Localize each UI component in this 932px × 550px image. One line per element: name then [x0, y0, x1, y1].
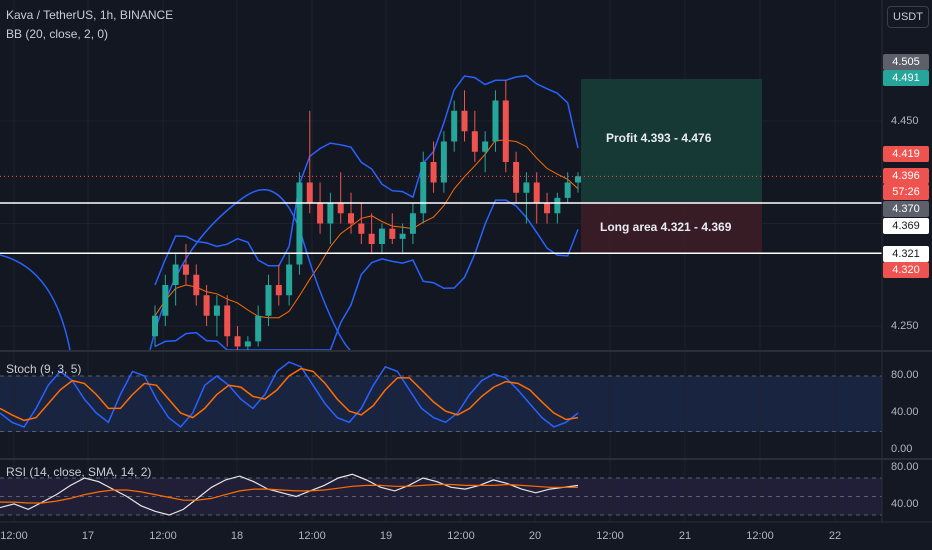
candle-body — [482, 141, 489, 152]
time-tick: 21 — [678, 530, 692, 542]
profit-zone-label: Profit 4.393 - 4.476 — [606, 131, 712, 145]
candle-body — [554, 197, 561, 214]
candle-body — [358, 223, 365, 234]
candle-body — [409, 213, 416, 234]
bb-lower-line — [154, 199, 579, 351]
time-tick: 12:00 — [149, 530, 177, 542]
stoch-tick: 0.00 — [891, 443, 913, 455]
stoch-tick: 80.00 — [891, 369, 919, 381]
candle-body — [244, 341, 251, 347]
candle-body — [440, 141, 447, 183]
bb-upper-line — [149, 188, 351, 351]
candle-body — [327, 203, 334, 224]
candle-body — [296, 182, 303, 265]
bb-upper-line — [154, 74, 579, 286]
time-tick: 22 — [828, 530, 842, 542]
stoch-lines — [0, 361, 882, 432]
price-box-high: 4.505 — [883, 54, 929, 70]
price-tick: 4.250 — [891, 320, 919, 332]
price-box-long-top: 4.369 — [883, 218, 929, 234]
candle-body — [420, 162, 427, 214]
price-box-long-bottom: 4.321 — [883, 246, 929, 262]
candle-body — [255, 315, 262, 342]
stoch-d-line — [0, 367, 579, 422]
candle-body — [172, 264, 179, 285]
time-tick: 12:00 — [0, 530, 28, 542]
candle-body — [575, 176, 581, 183]
candle-body — [234, 336, 241, 347]
candle-body — [461, 110, 468, 132]
candle-body — [368, 233, 375, 244]
candle-body — [399, 233, 406, 239]
stoch-tick: 40.00 — [891, 406, 919, 418]
candle-body — [389, 228, 396, 239]
candle-body — [162, 285, 169, 316]
time-tick: 12:00 — [746, 530, 774, 542]
candle-body — [451, 110, 458, 142]
candle-body — [471, 131, 478, 152]
long-area-label: Long area 4.321 - 4.369 — [600, 220, 732, 234]
rsi-tick: 80.00 — [891, 461, 919, 473]
time-tick: 19 — [379, 530, 393, 542]
candle-body — [513, 162, 520, 193]
candles-group — [152, 80, 581, 350]
candle-body — [193, 274, 200, 296]
rsi-indicator-label[interactable]: RSI (14, close, SMA, 14, 2) — [6, 465, 152, 479]
time-tick: 20 — [528, 530, 542, 542]
bb-indicator-label[interactable]: BB (20, close, 2, 0) — [6, 27, 109, 41]
candle-body — [224, 305, 231, 337]
candle-body — [182, 264, 189, 275]
bb-upper-line — [0, 254, 71, 351]
countdown-box: 57:26 — [883, 184, 929, 200]
time-tick: 12:00 — [447, 530, 475, 542]
time-tick: 17 — [81, 530, 95, 542]
time-tick: 12:00 — [298, 530, 326, 542]
candle-body — [502, 100, 509, 162]
candle-body — [378, 228, 385, 244]
candle-body — [523, 182, 530, 193]
stoch-k-line — [0, 361, 579, 428]
candle-body — [265, 285, 272, 316]
price-box-stop: 4.320 — [883, 262, 929, 278]
price-box-bb-upper: 4.419 — [883, 146, 929, 162]
candle-body — [544, 203, 551, 214]
stoch-indicator-label[interactable]: Stoch (9, 3, 5) — [6, 362, 82, 376]
candle-body — [152, 315, 158, 337]
candle-body — [286, 264, 293, 296]
long-area-zone — [581, 203, 762, 254]
profit-zone — [581, 78, 762, 203]
stoch-band — [0, 376, 882, 432]
candle-body — [492, 100, 499, 142]
candle-body — [564, 182, 571, 198]
symbol-title[interactable]: Kava / TetherUS, 1h, BINANCE — [6, 8, 174, 22]
trade-zones — [581, 78, 762, 254]
time-tick: 12:00 — [596, 530, 624, 542]
currency-button[interactable]: USDT — [887, 6, 929, 28]
time-tick: 18 — [230, 530, 244, 542]
price-tick: 4.450 — [891, 115, 919, 127]
candle-body — [306, 182, 313, 203]
candle-body — [317, 203, 324, 224]
candle-body — [275, 285, 282, 296]
candle-body — [337, 203, 344, 214]
candle-body — [213, 305, 220, 316]
price-box-last: 4.396 — [883, 168, 929, 184]
candle-body — [430, 162, 437, 183]
bollinger-bands — [0, 74, 579, 351]
rsi-ma-line — [0, 483, 578, 504]
rsi-tick: 40.00 — [891, 498, 919, 510]
rsi-lines — [0, 473, 882, 516]
candle-body — [348, 213, 355, 224]
price-box-line: 4.370 — [883, 201, 929, 217]
candle-body — [203, 295, 210, 316]
grid-lines — [0, 120, 882, 327]
price-box-target: 4.491 — [883, 70, 929, 86]
candle-body — [533, 182, 540, 203]
rsi-line — [0, 473, 579, 516]
horizontal-lines[interactable] — [0, 175, 882, 254]
